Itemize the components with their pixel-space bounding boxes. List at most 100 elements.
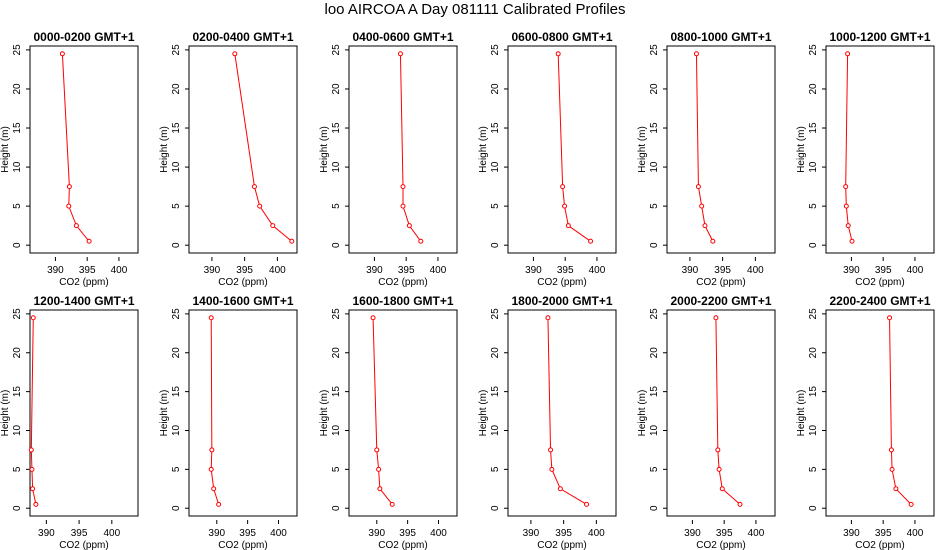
y-tick-label: 0 bbox=[171, 505, 182, 511]
x-axis-label: CO2 (ppm) bbox=[696, 277, 745, 288]
x-tick-label: 390 bbox=[204, 265, 221, 276]
data-point bbox=[289, 238, 295, 244]
y-tick-label: 15 bbox=[490, 386, 501, 398]
y-axis-label: Height (m) bbox=[796, 390, 807, 437]
y-axis-label: Height (m) bbox=[159, 390, 170, 437]
data-point bbox=[270, 223, 276, 229]
x-tick-label: 400 bbox=[111, 265, 128, 276]
profile-line bbox=[399, 53, 422, 242]
x-axis-label: CO2 (ppm) bbox=[855, 540, 904, 550]
y-tick-label: 0 bbox=[649, 505, 660, 511]
data-point bbox=[232, 51, 238, 57]
data-point bbox=[30, 315, 36, 321]
y-tick-label: 10 bbox=[808, 161, 819, 173]
data-point bbox=[893, 486, 899, 492]
x-tick-label: 390 bbox=[366, 265, 383, 276]
y-tick-label: 5 bbox=[808, 203, 819, 209]
panel-title: 1200-1400 GMT+1 bbox=[33, 294, 134, 308]
x-tick-label: 390 bbox=[525, 265, 542, 276]
data-point bbox=[693, 51, 699, 57]
y-tick-label: 10 bbox=[12, 424, 23, 436]
data-point bbox=[887, 315, 893, 321]
y-axis-label: Height (m) bbox=[319, 126, 330, 173]
data-point bbox=[549, 466, 555, 472]
panel-title: 2200-2400 GMT+1 bbox=[829, 294, 930, 308]
panel-title: 0400-0600 GMT+1 bbox=[352, 30, 453, 44]
y-tick-label: 20 bbox=[12, 347, 23, 359]
x-tick-label: 400 bbox=[270, 528, 287, 539]
panel-title: 0000-0200 GMT+1 bbox=[33, 30, 134, 44]
y-tick-label: 15 bbox=[331, 386, 342, 398]
y-tick-label: 5 bbox=[12, 466, 23, 472]
y-tick-label: 25 bbox=[171, 308, 182, 320]
data-point bbox=[257, 203, 263, 209]
profile-line bbox=[845, 53, 853, 242]
profile-line bbox=[715, 317, 741, 505]
x-axis-label: CO2 (ppm) bbox=[378, 277, 427, 288]
panel-title: 1600-1800 GMT+1 bbox=[352, 294, 453, 308]
y-axis-label: Height (m) bbox=[159, 126, 170, 173]
y-tick-label: 25 bbox=[490, 308, 501, 320]
y-tick-label: 15 bbox=[808, 386, 819, 398]
data-point bbox=[584, 501, 590, 507]
x-axis-label: CO2 (ppm) bbox=[537, 540, 586, 550]
data-point bbox=[59, 51, 65, 57]
x-axis-label: CO2 (ppm) bbox=[378, 540, 427, 550]
panel-title: 1000-1200 GMT+1 bbox=[829, 30, 930, 44]
y-tick-label: 5 bbox=[331, 203, 342, 209]
data-point bbox=[716, 466, 722, 472]
x-tick-label: 400 bbox=[269, 265, 286, 276]
x-tick-label: 390 bbox=[47, 265, 64, 276]
data-point bbox=[251, 184, 257, 190]
data-point bbox=[908, 501, 914, 507]
plot-frame bbox=[348, 45, 458, 254]
y-tick-label: 10 bbox=[171, 161, 182, 173]
y-tick-label: 15 bbox=[12, 386, 23, 398]
y-tick-label: 0 bbox=[12, 505, 23, 511]
x-tick-label: 395 bbox=[557, 265, 574, 276]
y-tick-label: 10 bbox=[649, 424, 660, 436]
y-tick-label: 0 bbox=[649, 242, 660, 248]
plot-frame bbox=[666, 45, 776, 254]
x-tick-label: 395 bbox=[239, 528, 256, 539]
x-axis-label: CO2 (ppm) bbox=[59, 540, 108, 550]
profile-line bbox=[372, 317, 393, 505]
x-tick-label: 390 bbox=[208, 528, 225, 539]
data-point bbox=[29, 466, 35, 472]
data-point bbox=[389, 501, 395, 507]
data-point bbox=[406, 223, 412, 229]
figure-title: loo AIRCOA A Day 081111 Calibrated Profi… bbox=[324, 1, 626, 18]
data-point bbox=[66, 184, 72, 190]
plot-frame bbox=[507, 45, 617, 254]
profile-line bbox=[61, 53, 90, 242]
y-tick-label: 20 bbox=[808, 347, 819, 359]
y-tick-label: 0 bbox=[12, 242, 23, 248]
x-tick-label: 395 bbox=[399, 528, 416, 539]
x-tick-label: 395 bbox=[71, 528, 88, 539]
y-tick-label: 20 bbox=[649, 347, 660, 359]
y-tick-label: 20 bbox=[808, 83, 819, 95]
plot-frame bbox=[507, 309, 617, 517]
profile-line bbox=[889, 317, 912, 505]
panel-title: 1400-1600 GMT+1 bbox=[192, 294, 293, 308]
y-axis-label: Height (m) bbox=[0, 390, 11, 437]
y-tick-label: 10 bbox=[12, 161, 23, 173]
y-tick-label: 15 bbox=[649, 122, 660, 134]
data-point bbox=[545, 315, 551, 321]
y-tick-label: 15 bbox=[12, 122, 23, 134]
x-tick-label: 390 bbox=[843, 265, 860, 276]
y-tick-label: 25 bbox=[649, 308, 660, 320]
x-tick-label: 390 bbox=[368, 528, 385, 539]
x-tick-label: 390 bbox=[523, 528, 540, 539]
x-tick-label: 390 bbox=[843, 528, 860, 539]
x-tick-label: 390 bbox=[38, 528, 55, 539]
data-point bbox=[548, 447, 554, 453]
x-tick-label: 395 bbox=[875, 265, 892, 276]
